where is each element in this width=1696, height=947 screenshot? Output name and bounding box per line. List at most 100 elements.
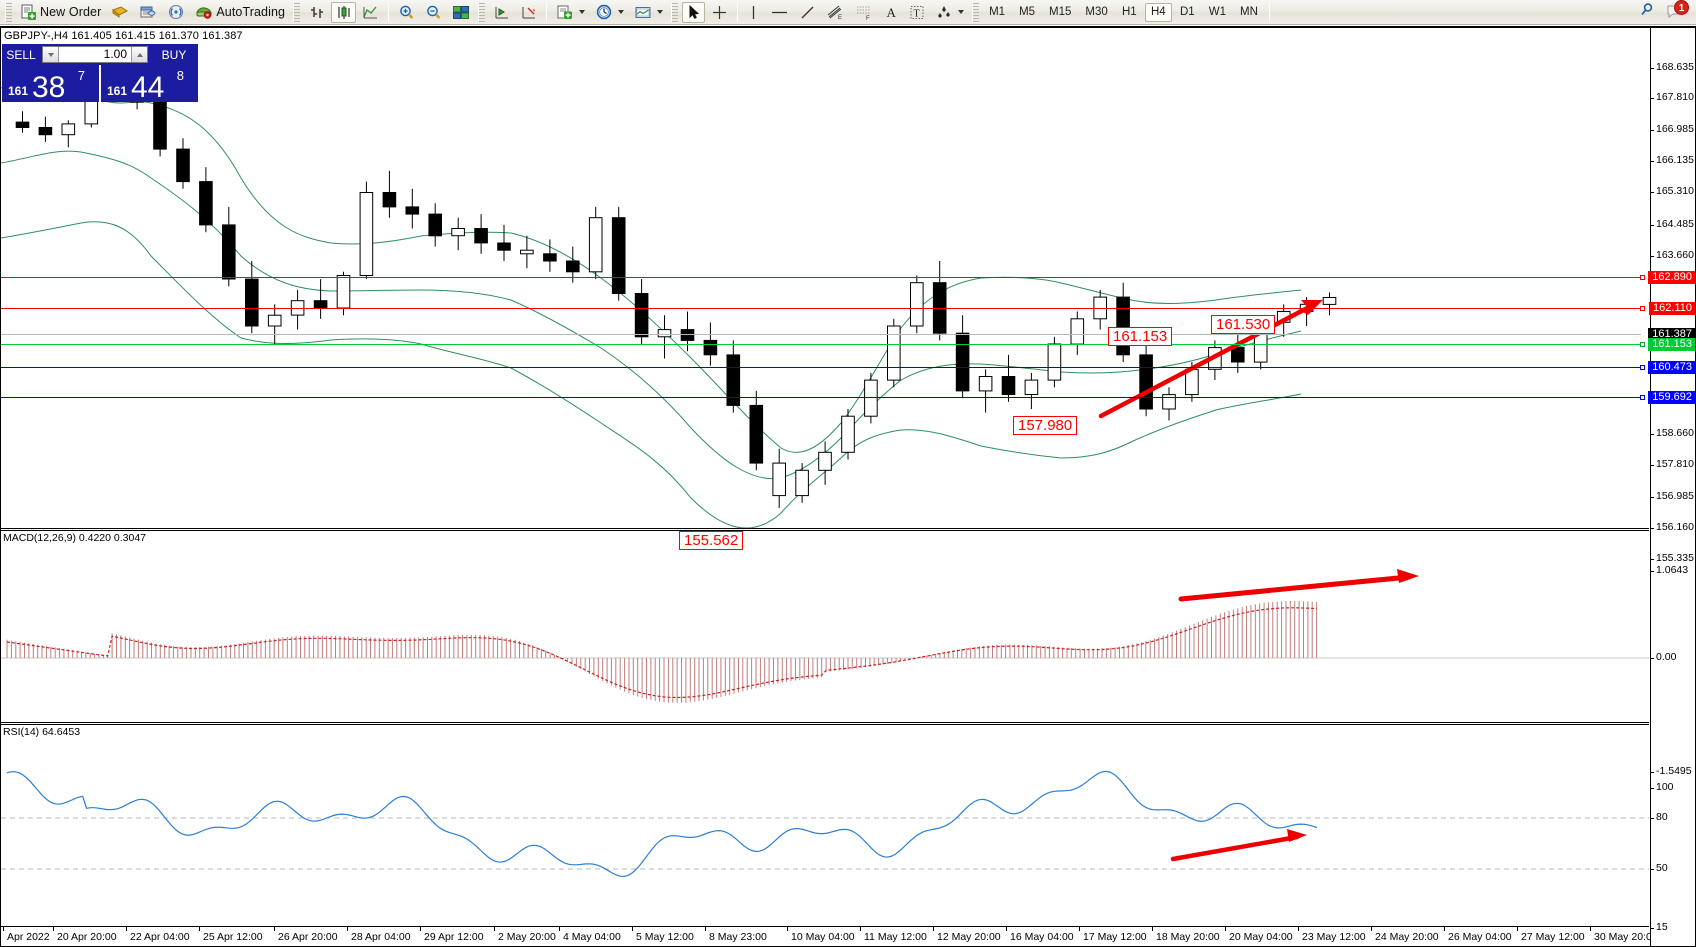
price-tag-160473[interactable]: 160.473	[1648, 361, 1695, 374]
chevron-down-icon	[47, 52, 54, 57]
equidistant-channel-button[interactable]: E	[822, 2, 849, 23]
timeframe-h4[interactable]: H4	[1144, 2, 1172, 22]
lot-increment-button[interactable]	[131, 47, 147, 62]
time-axis-tick	[1371, 927, 1372, 931]
expert-advisors-button[interactable]	[107, 2, 133, 23]
toolbar-grip-5[interactable]	[972, 2, 980, 22]
toolbar-grip-3[interactable]	[478, 2, 486, 22]
callout-157980[interactable]: 157.980	[1013, 416, 1078, 435]
svg-text:E: E	[838, 15, 842, 21]
autotrading-button[interactable]: AutoTrading	[191, 2, 289, 23]
bar-chart-button[interactable]	[304, 2, 329, 23]
indicators-button[interactable]	[552, 2, 589, 23]
price-tag-162890[interactable]: 162.890	[1648, 271, 1695, 284]
sell-button[interactable]: SELL	[6, 47, 36, 62]
chart-shift-button[interactable]	[516, 2, 541, 23]
signals-button[interactable]	[163, 2, 189, 23]
sell-price-quote[interactable]: 161 38 7	[2, 65, 101, 104]
equidistant-channel-icon: E	[826, 4, 845, 21]
trendline-button[interactable]	[795, 2, 820, 23]
callout-155562[interactable]: 155.562	[679, 531, 744, 550]
tile-windows-button[interactable]	[448, 2, 474, 23]
level-line-162110[interactable]	[1, 308, 1641, 309]
price-tag-162110[interactable]: 162.110	[1649, 302, 1695, 315]
lot-size-input[interactable]: 1.00	[103, 47, 127, 61]
buy-price-quote[interactable]: 161 44 8	[101, 65, 198, 103]
timeframe-h1[interactable]: H1	[1121, 6, 1137, 18]
time-axis-tick	[199, 927, 200, 931]
pane-separator-rsi	[1, 722, 1649, 723]
level-handle-161153[interactable]	[1640, 342, 1645, 347]
price-scale[interactable]: 168.635 167.810 166.985 166.135 165.310 164.4…	[1648, 28, 1695, 946]
shapes-button[interactable]	[931, 2, 968, 23]
price-trendline-arrow[interactable]	[1, 28, 1649, 528]
timeframe-m30[interactable]: M30	[1085, 6, 1108, 18]
templates-button[interactable]	[630, 2, 667, 23]
level-handle-159692[interactable]	[1640, 395, 1645, 400]
time-axis-tick	[347, 927, 348, 931]
data-window-button[interactable]	[135, 2, 161, 23]
level-line-160473[interactable]	[1, 367, 1641, 368]
text-button[interactable]: A	[880, 2, 903, 23]
svg-text:F: F	[866, 16, 870, 21]
periods-button[interactable]	[591, 2, 628, 23]
level-line-162890[interactable]	[1, 277, 1641, 278]
timeframe-m1[interactable]: M1	[989, 6, 1006, 18]
timeframe-m5[interactable]: M5	[1019, 6, 1036, 18]
fibonacci-retracement-icon: F	[855, 4, 874, 21]
cursor-button[interactable]	[682, 1, 706, 23]
zoom-out-button[interactable]	[421, 2, 446, 23]
lot-decrement-button[interactable]	[43, 47, 59, 62]
sell-price-main: 38	[32, 71, 66, 104]
shapes-icon	[935, 4, 953, 21]
toolbar-grip[interactable]	[5, 2, 12, 22]
level-line-161153[interactable]	[1, 344, 1641, 345]
time-axis-tick	[274, 927, 275, 931]
search-icon[interactable]	[1638, 1, 1656, 24]
time-tick-label: 25 Apr 12:00	[203, 931, 263, 943]
chevron-down-icon[interactable]	[657, 10, 664, 14]
candlestick-chart-button[interactable]	[331, 1, 357, 23]
line-chart-icon	[362, 4, 379, 21]
timeframe-w1[interactable]: W1	[1208, 6, 1227, 18]
chevron-down-icon[interactable]	[958, 10, 965, 14]
toolbar-grip-4[interactable]	[671, 2, 679, 22]
svg-text:A: A	[887, 5, 897, 20]
new-order-label: New Order	[40, 5, 102, 19]
callout-161530[interactable]: 161.530	[1211, 315, 1276, 334]
toolbar-grip-2[interactable]	[293, 2, 301, 22]
lot-size-stepper[interactable]: 1.00	[42, 46, 148, 63]
macd-trendline-arrow[interactable]	[1, 531, 1649, 722]
chevron-down-icon[interactable]	[618, 10, 625, 14]
level-line-159692[interactable]	[1, 397, 1641, 398]
timeframe-mn[interactable]: MN	[1240, 6, 1258, 18]
level-handle-160473[interactable]	[1640, 365, 1645, 370]
chart-window[interactable]: GBPJPY-,H4 161.405 161.415 161.370 161.3…	[0, 26, 1696, 947]
vertical-line-button[interactable]	[743, 2, 764, 23]
callout-161153[interactable]: 161.153	[1108, 327, 1173, 346]
time-tick-label: 26 Apr 20:00	[278, 931, 338, 943]
rsi-trendline-arrow[interactable]	[1, 725, 1649, 947]
horizontal-line-button[interactable]	[766, 2, 793, 23]
auto-scroll-button[interactable]	[489, 2, 514, 23]
time-axis-tick	[1225, 927, 1226, 931]
timeframe-d1[interactable]: D1	[1179, 6, 1195, 18]
price-tag-161153[interactable]: 161.153	[1648, 338, 1695, 351]
crosshair-button[interactable]	[707, 2, 732, 23]
one-click-trading-panel[interactable]: SELL 1.00 BUY 161 38 7 161 44 8	[2, 44, 198, 104]
buy-price-fraction: 8	[176, 68, 184, 83]
line-chart-button[interactable]	[358, 2, 383, 23]
new-order-button[interactable]: New Order	[16, 2, 105, 23]
level-handle-162890[interactable]	[1640, 275, 1645, 280]
text-label-button[interactable]: T	[905, 2, 929, 23]
price-tag-159692[interactable]: 159.692	[1648, 391, 1695, 404]
timeframe-m15[interactable]: M15	[1049, 6, 1072, 18]
notification-icon[interactable]: 1	[1666, 0, 1689, 21]
chevron-down-icon[interactable]	[579, 10, 586, 14]
level-handle-162110[interactable]	[1640, 306, 1645, 311]
zoom-out-icon	[425, 4, 442, 21]
fibonacci-retracement-button[interactable]: F	[851, 2, 878, 23]
buy-price-prefix: 161	[107, 84, 128, 98]
buy-button[interactable]: BUY	[161, 47, 187, 62]
zoom-in-button[interactable]	[394, 2, 419, 23]
